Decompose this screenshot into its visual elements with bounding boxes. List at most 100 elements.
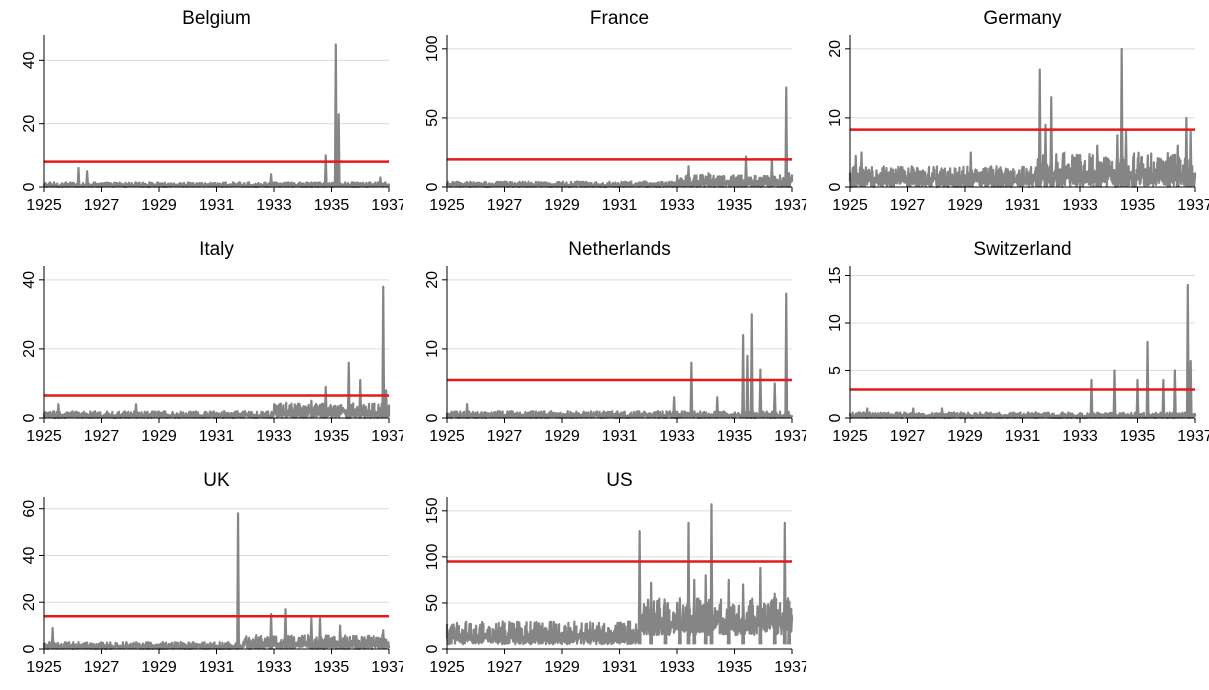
x-tick-label: 1927 — [84, 197, 120, 214]
series-spike — [741, 333, 746, 419]
series-spike — [1043, 123, 1048, 188]
series-spike — [309, 399, 314, 419]
series-spike — [784, 86, 789, 188]
x-tick-label: 1937 — [1177, 428, 1209, 445]
x-tick-label: 1925 — [429, 428, 465, 445]
series-spike — [689, 361, 694, 419]
series-spike — [381, 629, 386, 650]
series-spike — [1112, 369, 1117, 419]
series-spike — [706, 172, 711, 188]
y-tick-label: 50 — [424, 594, 441, 612]
series-spike — [749, 313, 754, 419]
series-spike — [378, 176, 383, 188]
x-tick-label: 1937 — [774, 197, 806, 214]
series-spike — [663, 601, 668, 645]
x-tick-label: 1935 — [314, 659, 350, 676]
series-spike — [758, 368, 763, 419]
x-tick-label: 1929 — [947, 428, 983, 445]
x-tick-label: 1933 — [659, 659, 695, 676]
series-spike — [323, 385, 328, 419]
x-tick-label: 1931 — [602, 659, 638, 676]
x-tick-label: 1935 — [1120, 428, 1156, 445]
series-spike — [649, 581, 654, 645]
series-spike — [269, 173, 274, 188]
y-tick-label: 20 — [21, 593, 38, 611]
series-spike — [338, 624, 343, 650]
chart-panel-switzerland: Switzerland 0 5 10 15 1925 1927 1929 1931 1933 193… — [806, 231, 1209, 459]
series-spike — [686, 521, 691, 645]
chart-panel-france: France 0 50 100 1925 1927 1929 1931 1933 1935 1937 — [403, 0, 806, 228]
series-line — [42, 401, 391, 420]
panel-title: Switzerland — [973, 239, 1071, 260]
chart-svg: UK 0 20 40 60 1925 1927 1929 1931 1933 1935 1937 — [21, 470, 403, 676]
y-tick-label: 0 — [424, 182, 441, 191]
series-spike — [709, 503, 714, 645]
series-spike — [1135, 378, 1140, 419]
x-tick-label: 1925 — [832, 197, 868, 214]
x-tick-label: 1925 — [429, 197, 465, 214]
x-tick-label: 1929 — [141, 659, 177, 676]
series-spike — [1095, 144, 1100, 188]
series-spike — [686, 165, 691, 188]
series-spike — [772, 382, 777, 419]
series-spike — [85, 170, 90, 188]
series-spike — [940, 407, 944, 419]
y-tick-label: 0 — [21, 644, 38, 653]
series-spike — [715, 396, 720, 419]
chart-panel-belgium: Belgium 0 20 40 1925 1927 1929 1931 1933 1935 1937 — [0, 0, 403, 228]
x-tick-label: 1927 — [84, 659, 120, 676]
series-spike — [672, 396, 677, 419]
series-spike — [1161, 378, 1166, 419]
y-tick-label: 5 — [827, 366, 844, 375]
panel-title: France — [590, 8, 649, 29]
x-tick-label: 1925 — [832, 428, 868, 445]
x-tick-label: 1933 — [256, 659, 292, 676]
x-tick-label: 1935 — [314, 428, 350, 445]
chart-svg: Italy 0 20 40 1925 1927 1929 1931 1933 1935 1937 — [21, 239, 403, 445]
series-spike — [346, 361, 351, 419]
chart-svg: Switzerland 0 5 10 15 1925 1927 1929 1931 1933 193… — [827, 239, 1209, 445]
series-spike — [323, 154, 328, 188]
series-spike — [336, 113, 341, 188]
chart-panel-netherlands: Netherlands 0 10 20 1925 1927 1929 1931 1933 1935… — [403, 231, 806, 459]
chart-panel-germany: Germany 0 10 20 1925 1927 1929 1931 1933 1935 1937 — [806, 0, 1209, 228]
series-spike — [1145, 340, 1150, 419]
series-spike — [1037, 68, 1042, 188]
series-spike — [76, 166, 81, 188]
series-spike — [637, 529, 642, 645]
y-tick-label: 100 — [424, 35, 441, 62]
x-tick-label: 1929 — [141, 197, 177, 214]
y-tick-label: 10 — [827, 109, 844, 127]
series-spike — [1115, 134, 1120, 188]
series-spike — [859, 151, 864, 188]
x-tick-label: 1927 — [890, 428, 926, 445]
series-spike — [1049, 96, 1054, 188]
series-spike — [1188, 359, 1193, 419]
panel-title: Belgium — [182, 8, 251, 29]
panel-title: Germany — [983, 8, 1062, 29]
series-spike — [703, 574, 708, 645]
series-spike — [309, 617, 314, 650]
x-tick-label: 1933 — [1062, 197, 1098, 214]
x-tick-label: 1931 — [199, 197, 235, 214]
y-tick-label: 60 — [21, 500, 38, 518]
x-tick-label: 1937 — [371, 659, 403, 676]
series-spike — [787, 172, 792, 188]
chart-svg: Germany 0 10 20 1925 1927 1929 1931 1933 1935 1937 — [827, 8, 1209, 214]
x-tick-label: 1937 — [774, 428, 806, 445]
series-spike — [911, 407, 916, 419]
series-spike — [769, 158, 774, 188]
series-spike — [358, 378, 363, 419]
series-spike — [968, 151, 973, 188]
x-tick-label: 1927 — [84, 428, 120, 445]
series-spike — [134, 403, 138, 419]
series-spike — [381, 285, 386, 419]
series-spike — [1172, 369, 1177, 419]
x-tick-label: 1933 — [659, 428, 695, 445]
series-spike — [853, 154, 858, 188]
series-spike — [772, 592, 777, 645]
series-line — [42, 181, 391, 189]
y-tick-label: 0 — [827, 413, 844, 422]
chart-svg: Belgium 0 20 40 1925 1927 1929 1931 1933 1935 1937 — [21, 8, 403, 214]
x-tick-label: 1937 — [371, 197, 403, 214]
